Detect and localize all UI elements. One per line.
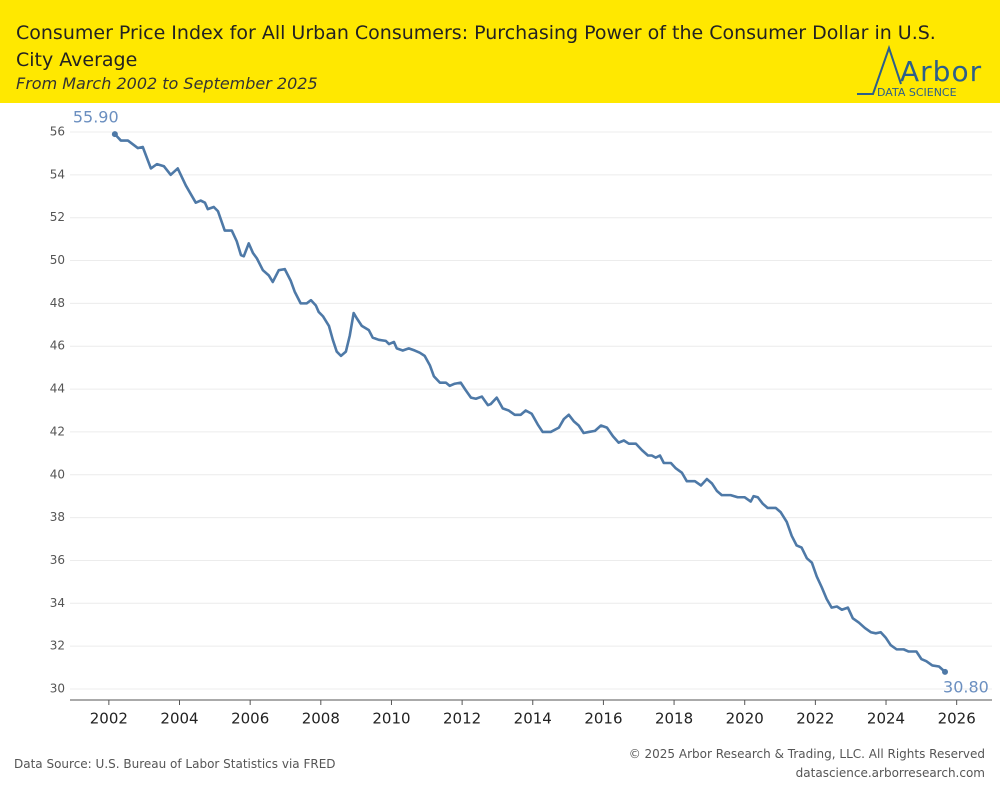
y-tick-label: 50 (50, 253, 65, 267)
y-tick-label: 48 (50, 296, 65, 310)
series-line (113, 133, 946, 673)
y-tick-label: 30 (50, 682, 65, 696)
x-tick-label: 2006 (231, 710, 269, 728)
logo-tagline: DATA SCIENCE (877, 86, 957, 99)
y-tick-label: 32 (50, 639, 65, 653)
value-label: 55.90 (73, 108, 119, 127)
header: Consumer Price Index for All Urban Consu… (0, 0, 1000, 103)
x-tick-label: 2004 (160, 710, 198, 728)
value-label: 30.80 (943, 677, 989, 696)
x-tick-label: 2014 (514, 710, 552, 728)
x-tick-label: 2016 (584, 710, 622, 728)
y-tick-label: 46 (50, 339, 65, 353)
x-tick-label: 2026 (938, 710, 976, 728)
y-tick-label: 44 (50, 382, 65, 396)
logo-name: Arbor (900, 55, 983, 88)
x-tick-label: 2012 (443, 710, 481, 728)
x-tick-label: 2024 (867, 710, 905, 728)
y-tick-label: 56 (50, 125, 65, 139)
y-tick-label: 34 (50, 596, 65, 610)
chart-title: Consumer Price Index for All Urban Consu… (16, 22, 936, 71)
website: datascience.arborresearch.com (795, 766, 985, 780)
y-tick-label: 54 (50, 167, 65, 181)
x-tick-label: 2002 (90, 710, 128, 728)
x-tick-label: 2020 (726, 710, 764, 728)
chart-subtitle: From March 2002 to September 2025 (16, 74, 318, 93)
y-tick-label: 36 (50, 553, 65, 567)
end-point (942, 668, 949, 675)
source: Data Source: U.S. Bureau of Labor Statis… (14, 757, 336, 771)
y-tick-label: 42 (50, 424, 65, 438)
y-tick-label: 38 (50, 510, 65, 524)
y-tick-label: 40 (50, 467, 65, 481)
x-tick-label: 2008 (302, 710, 340, 728)
copyright: © 2025 Arbor Research & Trading, LLC. Al… (628, 747, 985, 761)
x-tick-label: 2022 (796, 710, 834, 728)
y-tick-label: 52 (50, 210, 65, 224)
x-tick-label: 2018 (655, 710, 693, 728)
chart: 30 32 34 36 38 40 42 44 46 48 50 52 54 56 2002 2004 2006… (50, 108, 992, 728)
x-tick-label: 2010 (372, 710, 410, 728)
logo-mark (857, 44, 902, 95)
end-point (111, 131, 118, 138)
